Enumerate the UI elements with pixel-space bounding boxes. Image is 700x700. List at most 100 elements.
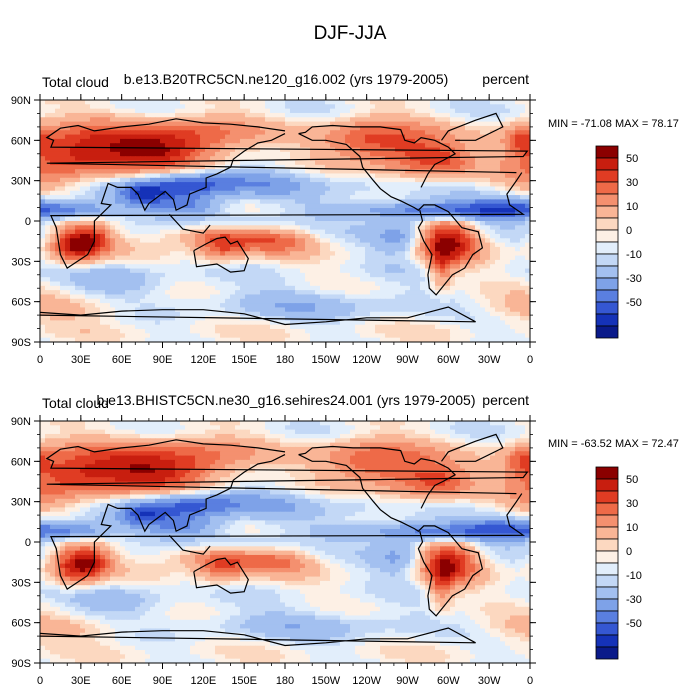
heatmap-cell [100, 303, 106, 309]
heatmap-cell [170, 311, 176, 317]
heatmap-cell [275, 203, 281, 209]
heatmap-cell [195, 290, 201, 296]
heatmap-cell [185, 264, 191, 270]
heatmap-cell [65, 164, 71, 170]
heatmap-cell [60, 246, 66, 252]
heatmap-cell [115, 246, 121, 252]
heatmap-cell [220, 160, 226, 166]
heatmap-cell [340, 307, 346, 313]
heatmap-cell [270, 108, 276, 114]
heatmap-cell [280, 173, 286, 179]
heatmap-cell [170, 216, 176, 222]
heatmap-cell [230, 151, 236, 157]
heatmap-cell [445, 311, 451, 317]
heatmap-cell [55, 138, 61, 144]
heatmap-cell [230, 104, 236, 110]
heatmap-cell [500, 264, 506, 270]
heatmap-cell [460, 160, 466, 166]
heatmap-cell [465, 277, 471, 283]
heatmap-cell [470, 134, 476, 140]
heatmap-cell [370, 259, 376, 265]
heatmap-cell [290, 238, 296, 244]
heatmap-cell [75, 303, 81, 309]
heatmap-cell [265, 251, 271, 257]
heatmap-cell [370, 242, 376, 248]
heatmap-cell [235, 208, 241, 213]
heatmap-cell [470, 112, 476, 118]
heatmap-cell [95, 186, 101, 192]
heatmap-cell [105, 147, 111, 153]
heatmap-cell [415, 100, 421, 105]
heatmap-cell [305, 216, 311, 222]
heatmap-cell [45, 177, 51, 183]
heatmap-cell [440, 112, 446, 118]
heatmap-cell [495, 164, 501, 170]
heatmap-cell [455, 138, 461, 144]
heatmap-cell [190, 277, 196, 283]
heatmap-cell [155, 138, 161, 144]
heatmap-cell [415, 307, 421, 313]
heatmap-cell [105, 208, 111, 213]
heatmap-cell [230, 143, 236, 149]
heatmap-cell [140, 177, 146, 183]
heatmap-cell [160, 125, 166, 131]
heatmap-cell [100, 294, 106, 300]
heatmap-cell [495, 221, 501, 226]
heatmap-cell [485, 156, 491, 162]
heatmap-cell [150, 268, 156, 274]
heatmap-cell [450, 160, 456, 166]
heatmap-cell [60, 212, 66, 218]
heatmap-cell [255, 108, 261, 114]
heatmap-cell [255, 190, 261, 196]
heatmap-cell [335, 277, 341, 283]
heatmap-cell [150, 281, 156, 287]
heatmap-cell [120, 108, 126, 114]
heatmap-cell [360, 199, 366, 205]
heatmap-cell [50, 255, 56, 261]
heatmap-cell [315, 160, 321, 166]
heatmap-cell [370, 281, 376, 287]
heatmap-cell [195, 246, 201, 252]
heatmap-cell [430, 264, 436, 270]
heatmap-cell [520, 199, 526, 205]
heatmap-cell [180, 311, 186, 317]
heatmap-cell [210, 121, 216, 127]
heatmap-cell [180, 130, 186, 136]
heatmap-cell [105, 151, 111, 157]
heatmap-cell [460, 264, 466, 270]
heatmap-cell [105, 303, 111, 309]
heatmap-cell [430, 130, 436, 136]
heatmap-cell [255, 216, 261, 222]
heatmap-cell [400, 233, 406, 239]
heatmap-cell [345, 294, 351, 300]
heatmap-cell [50, 100, 56, 105]
heatmap-cell [190, 143, 196, 149]
heatmap-cell [465, 147, 471, 153]
heatmap-cell [105, 233, 111, 239]
heatmap-cell [250, 190, 256, 196]
heatmap-cell [100, 151, 106, 157]
heatmap-cell [290, 121, 296, 127]
heatmap-cell [330, 259, 336, 265]
heatmap-cell [285, 143, 291, 149]
heatmap-cell [380, 208, 386, 213]
heatmap-cell [160, 108, 166, 114]
heatmap-cell [445, 177, 451, 183]
heatmap-cell [70, 229, 76, 235]
heatmap-cell [490, 108, 496, 114]
heatmap-cell [185, 164, 191, 170]
heatmap-cell [250, 121, 256, 127]
heatmap-cell [370, 182, 376, 188]
heatmap-cell [505, 169, 511, 175]
heatmap-cell [150, 246, 156, 252]
heatmap-cell [125, 290, 131, 296]
heatmap-cell [270, 246, 276, 252]
heatmap-cell [335, 121, 341, 127]
heatmap-cell [65, 225, 71, 231]
heatmap-cell [170, 125, 176, 131]
heatmap-cell [80, 225, 86, 231]
heatmap-cell [295, 173, 301, 179]
heatmap-cell [460, 303, 466, 309]
heatmap-cell [250, 294, 256, 300]
heatmap-cell [420, 112, 426, 118]
